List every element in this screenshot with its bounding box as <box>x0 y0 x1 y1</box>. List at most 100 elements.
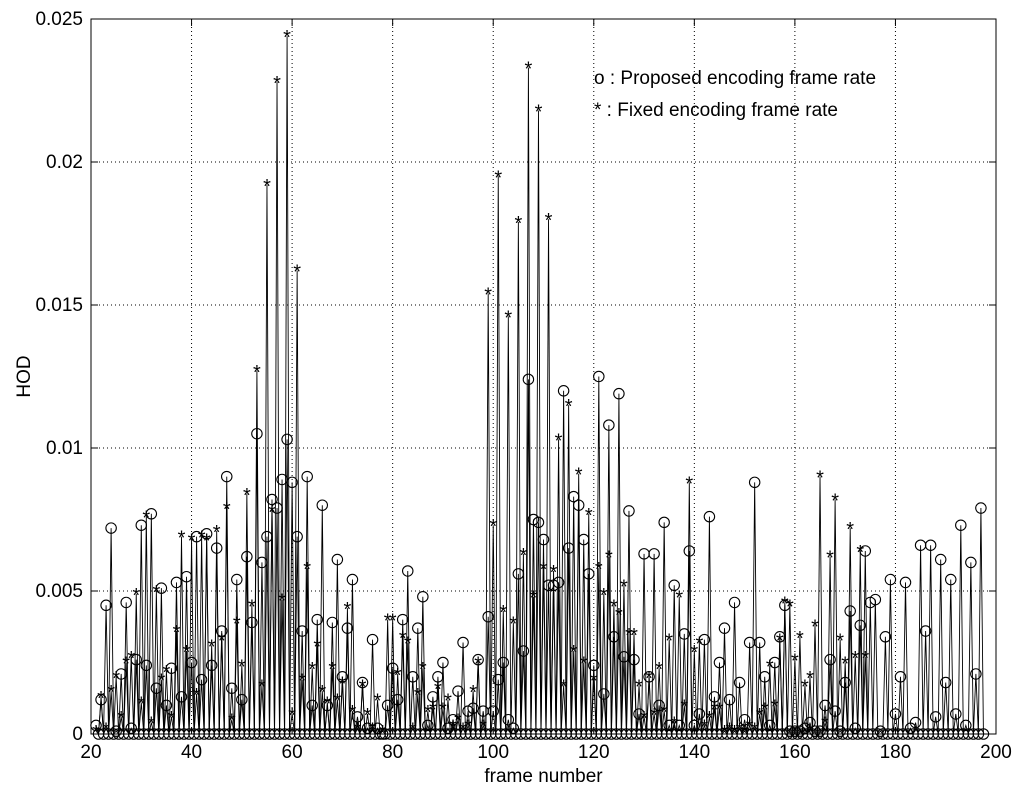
fixed-point: * <box>444 691 452 713</box>
proposed-point <box>718 622 731 634</box>
proposed-point <box>909 716 922 729</box>
fixed-point: * <box>107 682 115 704</box>
proposed-point <box>331 553 344 566</box>
proposed-point <box>562 542 575 554</box>
fixed-point: * <box>394 665 402 687</box>
proposed-zero-point <box>972 728 985 740</box>
proposed-point <box>598 688 610 700</box>
fixed-point: * <box>338 674 346 696</box>
proposed-point <box>507 722 520 735</box>
proposed-point <box>306 699 318 712</box>
fixed-point: * <box>198 528 206 550</box>
proposed-point <box>236 693 248 706</box>
proposed-point <box>286 476 298 489</box>
y-tick-label: 0.01 <box>46 438 83 459</box>
x-tick-label: 60 <box>282 742 303 763</box>
fixed-point: * <box>152 582 160 604</box>
proposed-point <box>593 370 605 383</box>
proposed-point <box>582 568 595 580</box>
fixed-point: * <box>590 671 598 693</box>
proposed-point <box>965 556 977 569</box>
fixed-point: * <box>203 531 211 553</box>
proposed-point <box>648 548 660 560</box>
fixed-point: * <box>188 531 196 553</box>
fixed-point: * <box>801 676 809 698</box>
fixed-point: * <box>550 562 558 584</box>
series-fixed-encoding: ****************************************… <box>92 27 869 744</box>
fixed-point: * <box>861 648 869 670</box>
proposed-point <box>944 573 957 586</box>
fixed-point: * <box>243 485 251 507</box>
fixed-point: * <box>258 676 266 698</box>
fixed-point: * <box>248 596 256 618</box>
fixed-point: * <box>635 676 643 698</box>
fixed-point: * <box>530 588 538 610</box>
proposed-point <box>557 385 570 397</box>
fixed-point: * <box>645 668 653 690</box>
fixed-point: * <box>484 285 492 307</box>
proposed-point <box>407 671 419 683</box>
fixed-point: * <box>137 694 145 716</box>
proposed-point <box>376 728 389 740</box>
fixed-point: * <box>474 654 482 676</box>
fixed-point: * <box>268 502 276 524</box>
fixed-point: * <box>736 719 744 741</box>
proposed-point <box>412 622 424 634</box>
proposed-point <box>417 590 429 603</box>
proposed-point <box>226 682 238 694</box>
fixed-point: * <box>449 716 457 738</box>
proposed-point <box>271 502 283 514</box>
fixed-point: * <box>157 671 165 693</box>
x-tick-label: 20 <box>80 742 101 763</box>
fixed-point: * <box>826 548 834 570</box>
proposed-point <box>487 705 499 717</box>
proposed-point <box>653 699 665 712</box>
fixed-point: * <box>519 545 527 567</box>
fixed-point: * <box>313 636 321 658</box>
proposed-point <box>834 725 846 737</box>
proposed-point <box>366 633 379 646</box>
plot-area-border <box>90 18 997 735</box>
fixed-point: * <box>796 628 804 650</box>
fixed-point: * <box>333 691 341 713</box>
fixed-point: * <box>685 473 693 495</box>
fixed-point: * <box>384 611 392 633</box>
fixed-point: * <box>821 714 829 736</box>
proposed-point <box>125 722 137 735</box>
proposed-point <box>517 645 530 657</box>
proposed-point <box>452 685 464 697</box>
fixed-point: * <box>374 691 382 713</box>
fixed-point: * <box>479 716 487 738</box>
fixed-point: * <box>122 654 130 676</box>
fixed-point: * <box>575 465 583 487</box>
legend-separator: : <box>605 68 621 89</box>
proposed-point <box>482 610 494 623</box>
fixed-point: * <box>610 596 618 618</box>
fixed-point: * <box>555 430 563 452</box>
fixed-point: * <box>615 605 623 627</box>
fixed-point: * <box>680 696 688 718</box>
fixed-point: * <box>695 633 703 655</box>
fixed-point: * <box>218 631 226 653</box>
proposed-point <box>884 573 897 586</box>
proposed-point <box>668 579 680 592</box>
proposed-point <box>442 722 454 735</box>
proposed-point <box>975 502 987 514</box>
proposed-point <box>894 671 907 683</box>
proposed-point <box>809 725 821 737</box>
proposed-point <box>120 596 132 609</box>
fixed-point: * <box>132 585 140 607</box>
proposed-point <box>160 699 173 712</box>
proposed-point <box>311 613 323 626</box>
fixed-point: * <box>273 73 281 95</box>
legend-entry-fixed: * : Fixed encoding frame rate <box>594 100 838 121</box>
legend-label-fixed: Fixed encoding frame rate <box>617 100 838 121</box>
fixed-point: * <box>806 668 814 690</box>
fixed-point: * <box>504 307 512 329</box>
fixed-point: * <box>741 722 749 744</box>
fixed-point: * <box>288 705 296 727</box>
proposed-point <box>688 719 701 732</box>
fixed-point: * <box>469 682 477 704</box>
fixed-point: * <box>173 622 181 644</box>
fixed-point: * <box>731 722 739 744</box>
